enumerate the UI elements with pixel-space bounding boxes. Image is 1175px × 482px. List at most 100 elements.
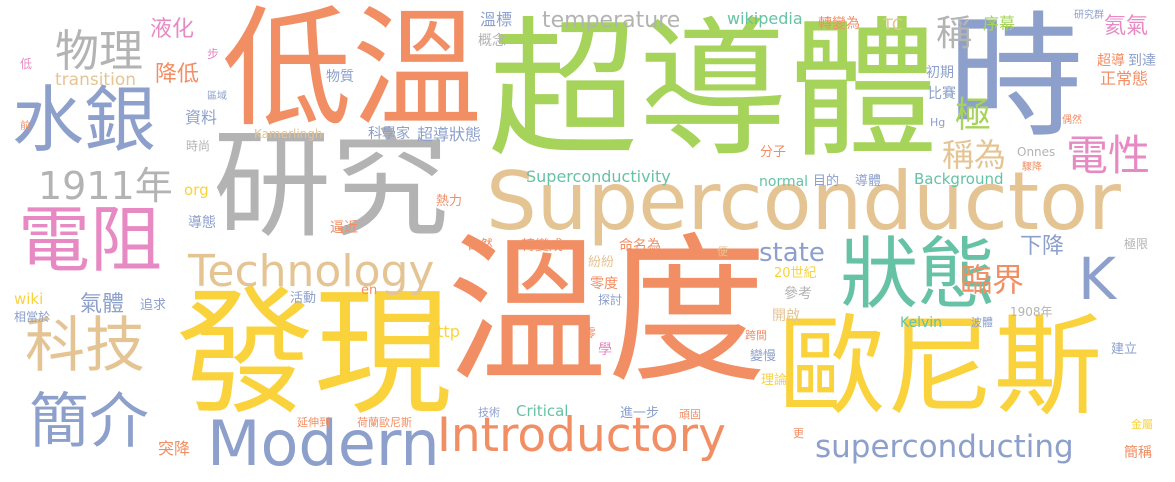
word-學: 學 <box>598 342 612 358</box>
word-電阻: 電阻 <box>18 198 163 282</box>
word-物理: 物理 <box>55 26 143 77</box>
word-superconductivity: Superconductivity <box>526 167 671 186</box>
word-延伸到: 延伸到 <box>297 416 330 429</box>
word-命名為: 命名為 <box>619 238 661 254</box>
word-k: K <box>1078 245 1117 313</box>
word-氣體: 氣體 <box>80 292 125 317</box>
word-概念: 概念 <box>478 33 506 49</box>
word-導體: 導體 <box>855 174 882 189</box>
word-開啟: 開啟 <box>772 308 800 324</box>
word-background: Background <box>914 170 1004 188</box>
word-超導狀態: 超導狀態 <box>417 125 482 144</box>
word-頑固: 頑固 <box>679 408 701 421</box>
word-驟降: 驟降 <box>1022 162 1042 173</box>
word-modern: Modern <box>207 407 440 480</box>
word-時尚: 時尚 <box>186 139 211 153</box>
word-1908年: 1908年 <box>1010 305 1053 319</box>
word-追求: 追求 <box>140 298 167 313</box>
word-en: en <box>361 283 378 298</box>
word-零: 零 <box>584 326 597 340</box>
word-superconducting: superconducting <box>815 429 1074 465</box>
word-科技: 科技 <box>25 311 145 381</box>
word-normal: normal <box>759 174 809 190</box>
word-紛紛: 紛紛 <box>588 255 615 270</box>
word-發現: 發現 <box>176 273 453 434</box>
word-tc: TC <box>883 15 904 34</box>
word-變慢: 變慢 <box>750 349 777 364</box>
word-導態: 導態 <box>188 215 216 231</box>
word-臨界: 臨界 <box>960 261 1025 299</box>
word-critical: Critical <box>516 402 569 420</box>
word-研究群: 研究群 <box>1074 10 1104 21</box>
word-轉變成: 轉變成 <box>521 238 563 254</box>
word-荷蘭歐尼斯: 荷蘭歐尼斯 <box>357 416 412 429</box>
word-org: org <box>184 181 209 199</box>
word-進一步: 進一步 <box>620 406 660 421</box>
word-相當於: 相當於 <box>14 310 51 324</box>
word-參考: 參考 <box>784 286 812 302</box>
word-科學家: 科學家 <box>368 126 410 142</box>
word-研究: 研究 <box>213 116 450 254</box>
word-步: 步 <box>207 47 220 61</box>
word-低: 低 <box>20 57 33 71</box>
word-技術: 技術 <box>478 406 500 419</box>
word-建立: 建立 <box>1111 342 1138 357</box>
word-20世紀: 20世紀 <box>774 266 817 281</box>
word-transition: transition <box>55 70 136 90</box>
word-稱為: 稱為 <box>942 136 1007 174</box>
word-超導: 超導 <box>1097 53 1125 69</box>
word-稱: 稱 <box>936 13 973 54</box>
word-http: http <box>427 322 460 341</box>
word-零度: 零度 <box>590 276 618 292</box>
word-液化: 液化 <box>150 17 195 42</box>
word-序幕: 序幕 <box>983 14 1016 33</box>
word-比賽: 比賽 <box>928 86 956 102</box>
word-區域: 區域 <box>207 91 227 102</box>
word-正常態: 正常態 <box>1100 69 1149 88</box>
word-簡介: 簡介 <box>29 387 149 457</box>
word-自然: 自然 <box>467 238 494 253</box>
word-前: 前 <box>20 121 30 132</box>
word-state: state <box>759 238 825 268</box>
word-technology: Technology <box>188 246 435 297</box>
word-目的: 目的 <box>813 174 840 189</box>
word-資料: 資料 <box>185 108 218 127</box>
word-水銀: 水銀 <box>12 78 157 162</box>
word-時: 時 <box>948 0 1083 156</box>
word-物質: 物質 <box>326 69 354 85</box>
word-波體: 波體 <box>971 316 993 329</box>
word-偶然: 偶然 <box>1062 115 1082 126</box>
word-superconductor: Superconductor <box>486 155 1121 248</box>
word-kelvin: Kelvin <box>900 315 943 331</box>
word-分子: 分子 <box>760 145 787 160</box>
word-1911年: 1911年 <box>38 164 173 208</box>
word-更: 更 <box>793 427 804 440</box>
word-極限: 極限 <box>1124 237 1149 251</box>
word-熱力: 熱力 <box>436 194 463 209</box>
word-wikipedia: wikipedia <box>727 9 803 28</box>
word-探討: 探討 <box>598 293 623 307</box>
word-到達: 到達 <box>1128 53 1156 69</box>
word-溫標: 溫標 <box>480 10 513 29</box>
word-歐尼斯: 歐尼斯 <box>778 305 1103 430</box>
word-金屬: 金屬 <box>1131 418 1153 431</box>
word-溫度: 溫度 <box>447 218 768 405</box>
word-轉變為: 轉變為 <box>818 16 860 32</box>
word-初期: 初期 <box>926 65 954 81</box>
word-降低: 降低 <box>155 62 200 87</box>
word-下降: 下降 <box>1020 234 1065 259</box>
word-introductory: Introductory <box>437 408 726 463</box>
word-temperature: temperature <box>542 8 681 33</box>
word-onnes: Onnes <box>1017 145 1056 159</box>
word-超導體: 超導體 <box>488 4 939 178</box>
word-簡稱: 簡稱 <box>1124 445 1152 461</box>
word-wiki: wiki <box>14 290 44 308</box>
word-電性: 電性 <box>1066 131 1151 180</box>
word-活動: 活動 <box>290 291 317 306</box>
word-突降: 突降 <box>158 439 191 458</box>
word-低溫: 低溫 <box>222 0 483 145</box>
word-理論: 理論 <box>761 373 788 388</box>
word-跨間: 跨間 <box>745 329 767 342</box>
word-狀態: 狀態 <box>840 230 997 320</box>
